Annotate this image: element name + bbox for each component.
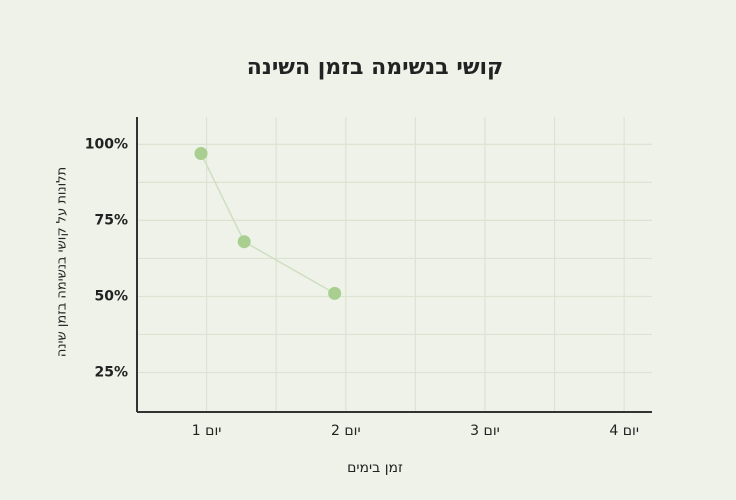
chart-title: קושי בנשימה בזמן השינה: [247, 55, 504, 80]
y-tick-label: 50%: [94, 288, 128, 304]
data-point: [194, 146, 208, 160]
y-tick-label: 25%: [94, 364, 128, 380]
data-point: [328, 286, 342, 300]
x-tick-label: יום 1: [192, 423, 222, 439]
y-tick-label: 75%: [94, 212, 128, 228]
data-point: [237, 235, 251, 249]
x-axis-label: זמן בימים: [347, 460, 403, 476]
y-axis-label: תלונות על קושי בנשימה בזמן שינה: [55, 167, 70, 357]
y-tick-label: 100%: [85, 136, 128, 152]
x-tick-label: יום 3: [470, 423, 500, 439]
x-tick-label: יום 4: [609, 423, 639, 439]
x-tick-label: יום 2: [331, 423, 361, 439]
